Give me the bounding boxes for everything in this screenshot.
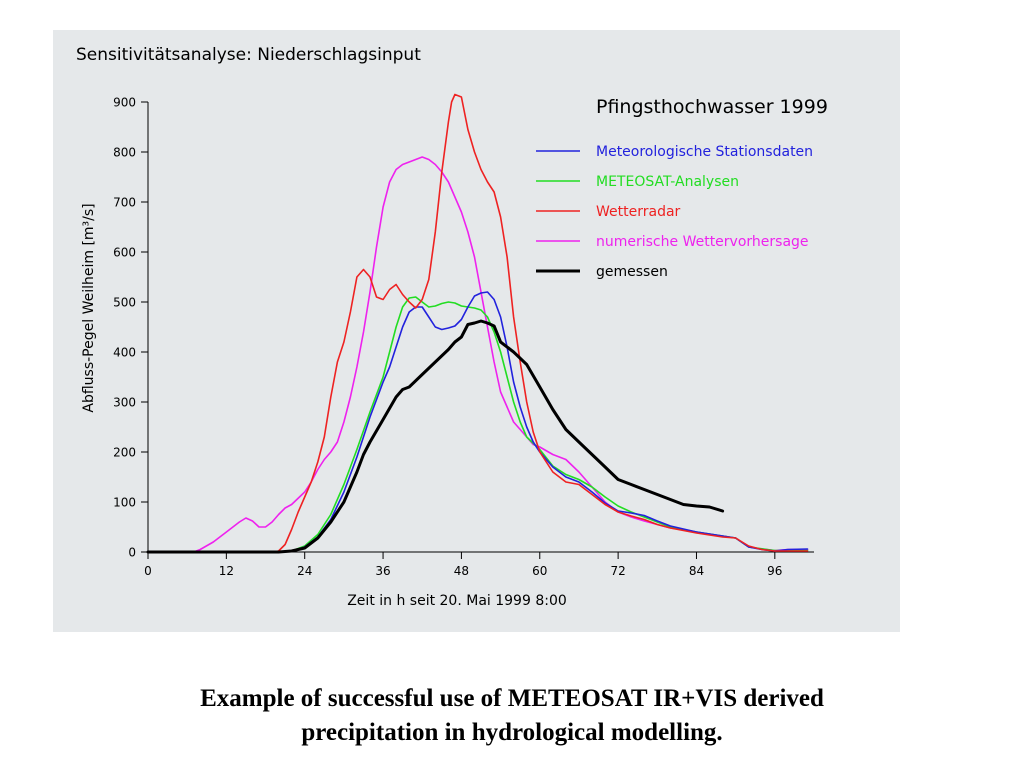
x-tick-label: 0 <box>144 564 152 578</box>
x-tick-label: 36 <box>375 564 390 578</box>
y-tick-label: 100 <box>113 496 136 510</box>
y-tick-label: 600 <box>113 246 136 260</box>
series-line-gemessen <box>146 319 725 554</box>
legend-label: Wetterradar <box>596 204 681 220</box>
caption-line-1: Example of successful use of METEOSAT IR… <box>200 685 824 712</box>
x-tick-label: 60 <box>532 564 547 578</box>
legend-label: Meteorologische Stationsdaten <box>596 144 813 160</box>
y-tick-label: 300 <box>113 396 136 410</box>
series-lines <box>146 93 809 554</box>
legend-label: gemessen <box>596 264 668 280</box>
legend-label: METEOSAT-Analysen <box>596 174 739 190</box>
y-tick-label: 500 <box>113 296 136 310</box>
y-tick-label: 200 <box>113 446 136 460</box>
series-line-wetterradar <box>147 93 809 553</box>
series-line-numerische-wettervorhersage <box>147 156 809 553</box>
caption-line-2: precipitation in hydrological modelling. <box>301 719 723 746</box>
x-tick-label: 72 <box>610 564 625 578</box>
y-tick-label: 800 <box>113 146 136 160</box>
chart-subtitle: Pfingsthochwasser 1999 <box>596 96 828 118</box>
legend-label: numerische Wettervorhersage <box>596 234 809 250</box>
chart-title: Sensitivitätsanalyse: Niederschlagsinput <box>76 45 421 65</box>
legend: Meteorologische Stationsdaten METEOSAT-An… <box>536 144 813 280</box>
x-tick-label: 24 <box>297 564 312 578</box>
y-axis-label: Abfluss-Pegel Weilheim [m³/s] <box>81 203 97 412</box>
series-line-meteosat-analysen <box>147 296 809 553</box>
chart: Sensitivitätsanalyse: Niederschlagsinput… <box>76 45 828 609</box>
x-tick-label: 48 <box>454 564 469 578</box>
y-tick-label: 900 <box>113 96 136 110</box>
axes: 0 100 200 300 400 500 600 700 800 900 0 12 24 36 48 60 7… <box>113 96 814 578</box>
series-line-meteorologische-stationsdaten <box>147 291 809 553</box>
y-tick-label: 0 <box>128 546 136 560</box>
x-tick-label: 96 <box>767 564 782 578</box>
y-tick-label: 400 <box>113 346 136 360</box>
x-tick-label: 84 <box>689 564 704 578</box>
caption: Example of successful use of METEOSAT IR… <box>0 682 1024 750</box>
y-tick-label: 700 <box>113 196 136 210</box>
x-axis-label: Zeit in h seit 20. Mai 1999 8:00 <box>347 593 567 609</box>
chart-panel: Sensitivitätsanalyse: Niederschlagsinput… <box>53 30 900 632</box>
x-tick-label: 12 <box>219 564 234 578</box>
